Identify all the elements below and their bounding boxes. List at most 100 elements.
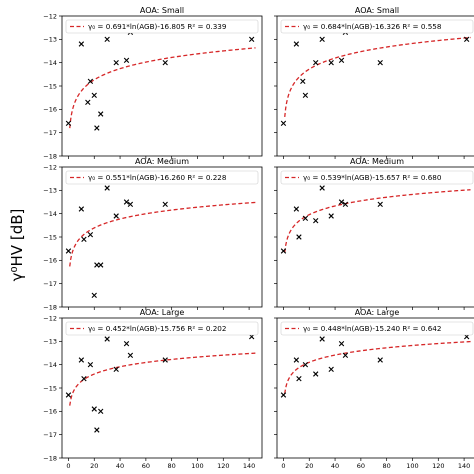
data-point (293, 357, 300, 363)
data-point (91, 406, 97, 412)
data-point (313, 59, 319, 66)
data-point (78, 41, 85, 47)
data-point (377, 357, 383, 363)
x-tick-label: 140 (458, 462, 470, 470)
data-point (293, 206, 300, 212)
data-point (78, 357, 85, 363)
data-point (293, 41, 300, 47)
axes-frame (276, 166, 474, 308)
x-tick-label: 80 (168, 462, 176, 470)
x-tick-label: 80 (383, 462, 391, 470)
data-point (377, 59, 383, 66)
data-point (98, 408, 104, 415)
data-point (313, 371, 319, 377)
data-point (319, 36, 325, 43)
x-tick-label: 100 (191, 462, 203, 470)
data-point (296, 234, 302, 240)
panel-title: AOA: Medium (135, 157, 189, 166)
panel-6: AOA: Large 0 20 40 60 80 100 120 140 γ₀ = 0.448*l… (274, 308, 474, 470)
x-tick-label: 140 (243, 462, 255, 470)
legend-box (280, 321, 474, 336)
y-tick-label: −15 (43, 82, 57, 90)
data-point (280, 392, 287, 398)
x-tick-label: 0 (66, 462, 70, 470)
fit-line (284, 36, 471, 118)
data-point (342, 201, 349, 208)
data-point (91, 292, 97, 299)
y-tick-label: −18 (43, 454, 57, 462)
legend: γ₀ = 0.448*ln(AGB)-15.240 R² = 0.642 (280, 321, 474, 336)
y-tick-label: −17 (43, 129, 57, 137)
panel-5: AOA: Large 0 20 40 60 80 100 120 140 −18 −17 −16 −15… (43, 308, 263, 470)
legend: γ₀ = 0.551*ln(AGB)-16.260 R² = 0.228 (65, 170, 259, 185)
x-tick-label: 0 (281, 462, 285, 470)
data-point (296, 375, 302, 382)
data-point (127, 352, 134, 359)
y-tick-label: −15 (43, 384, 57, 392)
data-point (91, 92, 97, 99)
data-point (280, 248, 287, 254)
data-point (94, 125, 100, 131)
y-tick-label: −14 (43, 59, 57, 67)
y-tick-label: −12 (43, 12, 57, 20)
panel-title: AOA: Small (355, 6, 399, 15)
legend-label: γ₀ = 0.684*ln(AGB)-16.326 R² = 0.558 (303, 22, 442, 31)
fit-line (69, 47, 256, 129)
y-tick-label: −18 (43, 152, 57, 160)
panel-title: AOA: Large (140, 308, 185, 317)
axes-frame (276, 15, 474, 157)
data-point (162, 201, 168, 208)
data-point (85, 99, 91, 106)
panel-title: AOA: Small (140, 6, 184, 15)
legend: γ₀ = 0.539*ln(AGB)-15.657 R² = 0.680 (280, 170, 474, 185)
data-point (65, 120, 72, 127)
y-tick-label: −13 (43, 338, 57, 346)
y-tick-label: −14 (43, 210, 57, 218)
y-tick-label: −15 (43, 233, 57, 241)
y-tick-label: −16 (43, 257, 57, 265)
x-tick-label: 60 (357, 462, 365, 470)
legend-label: γ₀ = 0.448*ln(AGB)-15.240 R² = 0.642 (303, 324, 441, 333)
data-point (162, 59, 168, 66)
data-point (78, 206, 85, 212)
fit-line (69, 201, 256, 267)
data-point (248, 36, 255, 43)
x-tick-label: 20 (90, 462, 98, 470)
data-point (65, 248, 72, 254)
data-point (104, 185, 110, 191)
data-point (113, 366, 119, 373)
x-tick-label: 20 (305, 462, 313, 470)
legend-box (65, 170, 259, 185)
fit-line (284, 189, 471, 253)
data-point (342, 352, 349, 359)
y-tick-label: −16 (43, 408, 57, 416)
data-point (113, 59, 119, 66)
data-point (65, 392, 72, 398)
y-tick-label: −18 (43, 303, 57, 311)
legend-label: γ₀ = 0.691*ln(AGB)-16.805 R² = 0.339 (88, 22, 227, 31)
legend-box (65, 321, 259, 336)
axes-frame (276, 317, 474, 459)
data-point (87, 78, 94, 85)
axes-frame (61, 15, 263, 157)
y-tick-label: −17 (43, 280, 57, 288)
data-point (123, 340, 130, 347)
data-point (98, 262, 104, 268)
x-tick-label: 40 (331, 462, 339, 470)
panel-4: AOA: Medium γ₀ = 0.539*ln(AGB)-15.657 R² … (274, 157, 474, 310)
data-point (328, 213, 334, 219)
y-tick-label: −12 (43, 314, 57, 322)
panel-title: AOA: Medium (350, 157, 404, 166)
data-point (127, 201, 134, 208)
panel-title: AOA: Large (355, 308, 400, 317)
y-axis-label: γ⁰HV [dB] (8, 209, 26, 282)
data-point (98, 111, 104, 117)
panel-1: AOA: Small −18 −17 −16 −15 −14 −13 −12 γ₀ = 0.69… (43, 6, 263, 160)
data-point (328, 366, 334, 373)
y-tick-label: −16 (43, 106, 57, 114)
legend-label: γ₀ = 0.539*ln(AGB)-15.657 R² = 0.680 (303, 173, 442, 182)
x-tick-label: 40 (116, 462, 124, 470)
data-point (104, 36, 110, 43)
data-point (377, 201, 383, 208)
